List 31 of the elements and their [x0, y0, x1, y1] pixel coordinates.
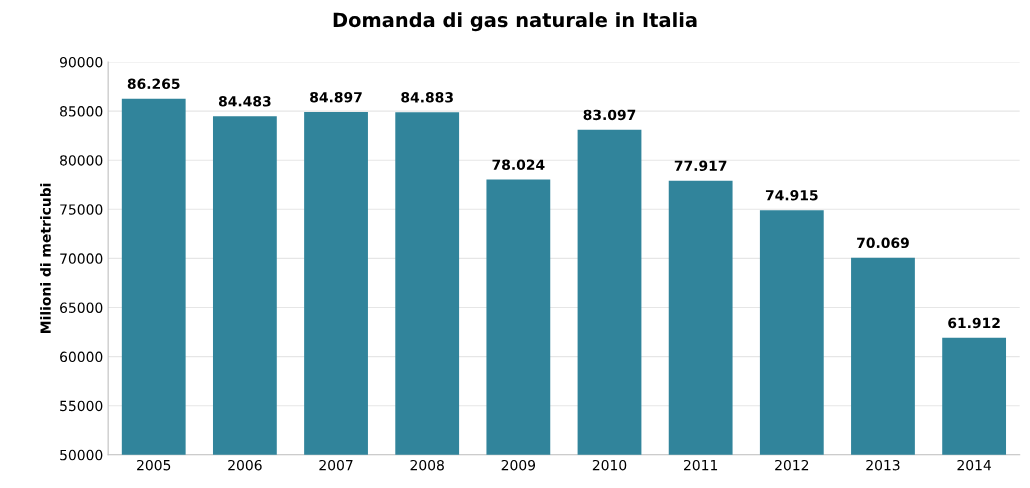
data-label: 78.024 [492, 159, 545, 170]
data-label: 61.912 [948, 317, 1000, 329]
data-label: 84.897 [310, 91, 362, 103]
x-tick-label: 2005 [137, 459, 171, 471]
data-label: 84.483 [218, 96, 271, 107]
x-tick-label: 2006 [228, 459, 262, 471]
x-tick-label: 2008 [410, 459, 444, 471]
data-label: 74.915 [765, 190, 818, 201]
y-axis-title: Milioni di metricubi [40, 183, 51, 333]
x-tick-label: 2007 [319, 459, 353, 471]
y-tick-label: 55000 [60, 400, 103, 412]
chart-title: Domanda di gas naturale in Italia [333, 12, 697, 32]
x-tick-label: 2011 [684, 459, 718, 471]
x-tick-label: 2014 [957, 459, 992, 471]
y-tick-label: 60000 [60, 351, 103, 363]
x-tick-label: 2013 [866, 459, 900, 471]
x-tick-label: 2012 [775, 459, 809, 471]
data-label: 77.917 [674, 160, 727, 172]
data-label: 84.883 [401, 92, 453, 103]
y-tick-label: 85000 [60, 106, 103, 117]
y-tick-label: 75000 [60, 204, 103, 215]
y-tick-label: 90000 [59, 56, 103, 68]
data-label: 70.069 [857, 237, 909, 249]
x-tick-label: 2009 [501, 459, 536, 471]
x-tick-label: 2010 [592, 459, 627, 471]
data-label: 86.265 [127, 78, 180, 90]
y-tick-label: 70000 [60, 253, 103, 264]
data-label: 83.097 [583, 109, 636, 121]
y-tick-label: 50000 [60, 449, 103, 461]
y-tick-label: 80000 [60, 155, 103, 166]
y-tick-label: 65000 [60, 302, 103, 313]
